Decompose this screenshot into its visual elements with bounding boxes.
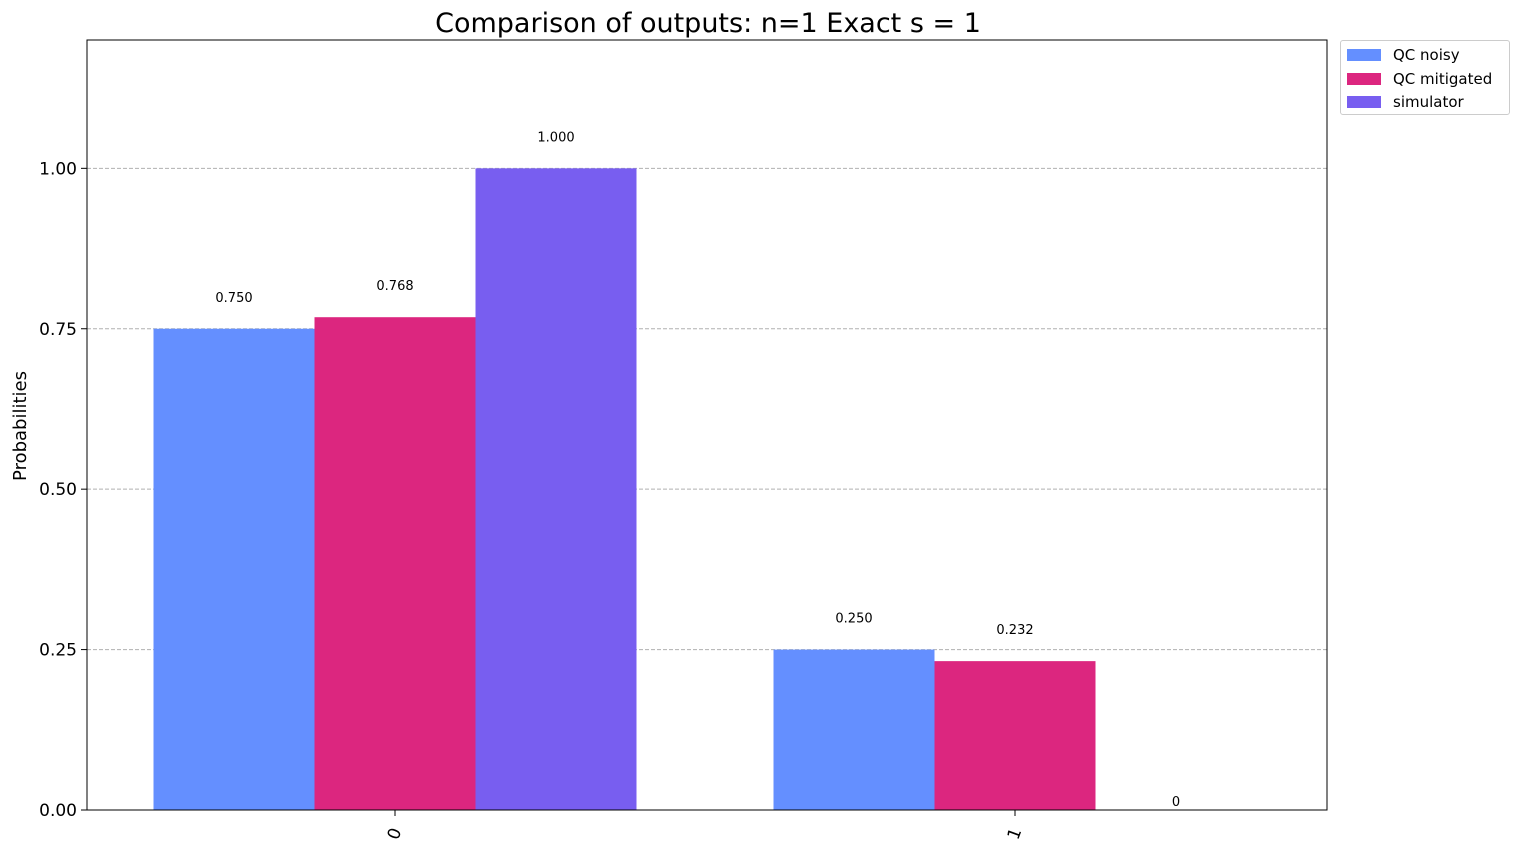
bar-value-label: 0.250: [835, 612, 872, 627]
legend: QC noisy QC mitigated simulator: [1340, 40, 1510, 115]
y-tick-label: 0.00: [39, 801, 77, 821]
legend-swatch: [1347, 72, 1381, 85]
bar: [475, 168, 637, 811]
plot-frame: [86, 39, 1328, 811]
y-tick-label: 1.00: [39, 159, 77, 179]
y-tick-label: 0.25: [39, 641, 77, 661]
legend-swatch: [1347, 96, 1381, 108]
legend-item: QC mitigated: [1347, 69, 1492, 89]
legend-item: simulator: [1347, 92, 1464, 112]
legend-label: QC noisy: [1393, 46, 1460, 64]
legend-label: QC mitigated: [1393, 69, 1493, 88]
bar: [934, 661, 1096, 810]
bar-value-label: 0.768: [376, 279, 413, 294]
bar-value-label: 1.000: [537, 130, 574, 145]
bar-value-label: 0: [1172, 795, 1180, 810]
legend-swatch: [1347, 49, 1381, 61]
bar: [773, 649, 935, 810]
bar-value-label: 0.750: [215, 291, 252, 306]
legend-item: QC noisy: [1347, 45, 1460, 65]
x-tick-label: 1: [1004, 825, 1026, 842]
bar-value-label: 0.232: [996, 623, 1033, 638]
legend-label: simulator: [1393, 93, 1464, 111]
bar: [153, 328, 315, 810]
chart-title: Comparison of outputs: n=1 Exact s = 1: [435, 8, 981, 39]
x-tick-label: 0: [384, 825, 406, 842]
y-tick-label: 0.75: [39, 320, 77, 340]
bar: [314, 317, 476, 810]
y-axis-label: Probabilities: [10, 371, 31, 481]
y-tick-label: 0.50: [39, 480, 77, 500]
